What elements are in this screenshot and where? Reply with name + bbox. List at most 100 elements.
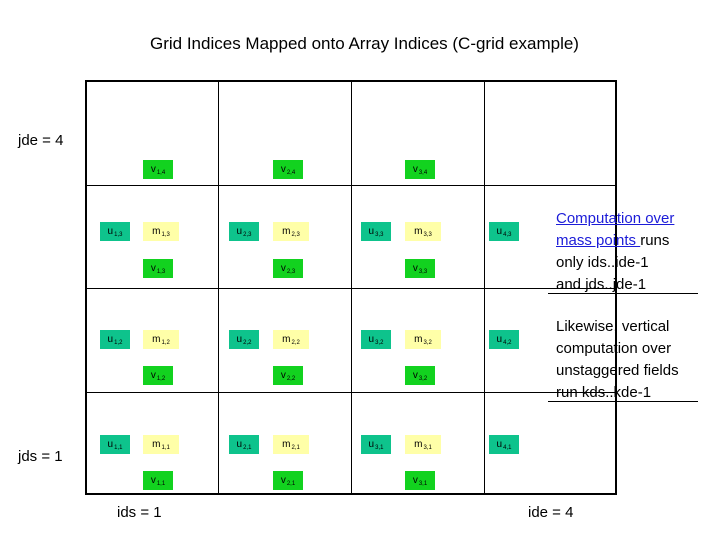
u-point-base: u <box>496 333 503 345</box>
u-point-cell: u 1,2 <box>100 330 130 349</box>
u-point-cell: u 3,2 <box>361 330 391 349</box>
mass-point-index: 3,2 <box>423 339 432 346</box>
note-pointer-line <box>548 401 698 402</box>
v-point-cell: v 3,1 <box>405 471 435 490</box>
u-point-base: u <box>496 438 503 450</box>
mass-point-base: m <box>152 438 161 450</box>
v-point-cell: v 3,3 <box>405 259 435 278</box>
v-point-cell: v 1,1 <box>143 471 173 490</box>
v-point-cell: v 3,4 <box>405 160 435 179</box>
v-point-index: 2,4 <box>286 169 296 176</box>
mass-point-base: m <box>282 225 291 237</box>
jds-label: jds = 1 <box>18 448 63 465</box>
u-point-base: u <box>368 225 375 237</box>
u-point-index: 3,2 <box>375 339 384 346</box>
u-point-base: u <box>107 225 114 237</box>
u-point-cell: u 4,2 <box>489 330 519 349</box>
note-text: unstaggered fields <box>556 362 679 379</box>
u-point-index: 4,1 <box>503 444 512 451</box>
u-point-base: u <box>496 225 503 237</box>
mass-points-note: Computation over mass points runs only i… <box>556 208 674 296</box>
mass-points-link[interactable]: mass points <box>556 232 641 249</box>
mass-point-base: m <box>282 333 291 345</box>
vertical-computation-note: Likewise, vertical computation over unst… <box>556 316 679 404</box>
u-point-base: u <box>236 333 243 345</box>
v-point-cell: v 2,2 <box>273 366 303 385</box>
v-point-cell: v 2,4 <box>273 160 303 179</box>
v-point-index: 1,1 <box>156 480 166 487</box>
u-point-index: 2,2 <box>243 339 252 346</box>
v-point-cell: v 1,4 <box>143 160 173 179</box>
mass-point-cell: m 1,2 <box>143 330 179 349</box>
mass-point-base: m <box>152 225 161 237</box>
mass-point-cell: m 2,2 <box>273 330 309 349</box>
grid-line-vertical <box>218 80 219 495</box>
v-point-index: 2,2 <box>286 375 296 382</box>
v-point-base: v <box>280 163 286 175</box>
v-point-index: 1,2 <box>156 375 166 382</box>
mass-point-cell: m 3,3 <box>405 222 441 241</box>
u-point-index: 2,1 <box>243 444 252 451</box>
grid-line-horizontal <box>85 288 617 289</box>
v-point-index: 3,4 <box>418 169 428 176</box>
u-point-cell: u 4,1 <box>489 435 519 454</box>
grid-line-horizontal <box>85 392 617 393</box>
v-point-base: v <box>280 369 286 381</box>
mass-point-index: 2,1 <box>291 444 300 451</box>
note-text: runs <box>640 232 670 249</box>
mass-point-base: m <box>152 333 161 345</box>
v-point-base: v <box>150 474 156 486</box>
u-point-base: u <box>368 333 375 345</box>
v-point-index: 2,3 <box>286 268 296 275</box>
u-point-index: 3,3 <box>375 231 384 238</box>
note-text: only ids..ide-1 <box>556 254 649 271</box>
note-text: run kds..kde-1 <box>556 384 652 401</box>
u-point-index: 1,2 <box>114 339 123 346</box>
grid-line-vertical <box>484 80 485 495</box>
v-point-cell: v 2,3 <box>273 259 303 278</box>
mass-point-index: 2,3 <box>291 231 300 238</box>
u-point-index: 1,3 <box>114 231 123 238</box>
u-point-cell: u 2,2 <box>229 330 259 349</box>
v-point-base: v <box>150 369 156 381</box>
mass-point-index: 3,3 <box>423 231 432 238</box>
u-point-base: u <box>107 438 114 450</box>
v-point-cell: v 2,1 <box>273 471 303 490</box>
u-point-base: u <box>368 438 375 450</box>
note-text: and jds..jde-1 <box>556 276 647 293</box>
mass-points-link[interactable]: Computation over <box>556 210 675 227</box>
u-point-cell: u 4,3 <box>489 222 519 241</box>
v-point-index: 3,1 <box>418 480 428 487</box>
mass-point-base: m <box>414 333 423 345</box>
v-point-base: v <box>412 369 418 381</box>
u-point-base: u <box>236 438 243 450</box>
mass-point-cell: m 1,3 <box>143 222 179 241</box>
mass-point-index: 1,2 <box>161 339 170 346</box>
note-text: computation over <box>556 340 672 357</box>
ids-label: ids = 1 <box>117 504 162 521</box>
u-point-index: 4,2 <box>503 339 512 346</box>
mass-point-base: m <box>414 438 423 450</box>
v-point-index: 1,3 <box>156 268 166 275</box>
u-point-base: u <box>107 333 114 345</box>
v-point-index: 1,4 <box>156 169 166 176</box>
grid-line-vertical <box>351 80 352 495</box>
mass-point-base: m <box>282 438 291 450</box>
v-point-base: v <box>150 262 156 274</box>
v-point-cell: v 3,2 <box>405 366 435 385</box>
u-point-base: u <box>236 225 243 237</box>
v-point-base: v <box>412 163 418 175</box>
ide-label: ide = 4 <box>528 504 574 521</box>
jde-label: jde = 4 <box>18 132 64 149</box>
v-point-base: v <box>150 163 156 175</box>
mass-point-cell: m 2,1 <box>273 435 309 454</box>
mass-point-cell: m 3,2 <box>405 330 441 349</box>
note-pointer-line <box>548 293 698 294</box>
u-point-index: 3,1 <box>375 444 384 451</box>
u-point-cell: u 1,1 <box>100 435 130 454</box>
u-point-index: 1,1 <box>114 444 123 451</box>
mass-point-index: 1,1 <box>161 444 170 451</box>
mass-point-cell: m 3,1 <box>405 435 441 454</box>
mass-point-cell: m 1,1 <box>143 435 179 454</box>
v-point-cell: v 1,2 <box>143 366 173 385</box>
